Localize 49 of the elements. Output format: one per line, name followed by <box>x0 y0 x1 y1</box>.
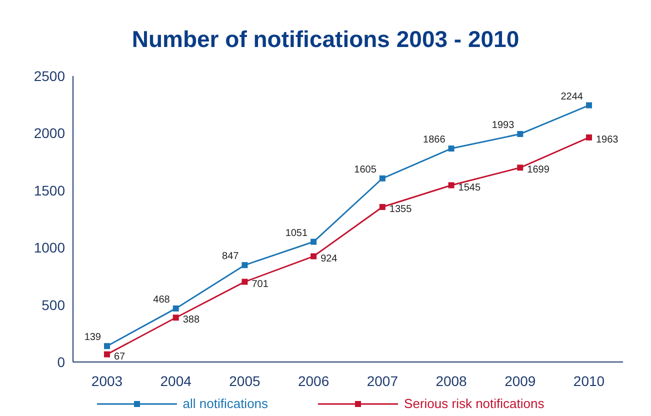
data-label: 1355 <box>389 204 412 215</box>
data-label: 468 <box>153 294 170 306</box>
point <box>310 253 317 260</box>
y-tick-label: 0 <box>57 354 66 370</box>
point <box>448 146 454 152</box>
x-tick-label: 2010 <box>573 372 605 389</box>
point <box>242 278 248 285</box>
x-tick-label: 2006 <box>298 372 330 389</box>
point <box>172 305 179 312</box>
data-label: 67 <box>114 351 126 362</box>
x-tick-label: 2009 <box>504 372 536 389</box>
y-tick-label: 1000 <box>34 240 66 256</box>
x-tick-label: 2003 <box>91 372 123 389</box>
point <box>586 134 592 140</box>
y-tick-label: 500 <box>42 296 66 313</box>
point <box>104 343 110 350</box>
data-label: 1993 <box>492 120 515 131</box>
x-tick-label: 2005 <box>229 372 260 389</box>
point <box>104 351 110 358</box>
data-label: 1051 <box>285 228 308 239</box>
data-label: 701 <box>252 278 269 290</box>
data-label: 847 <box>222 251 240 262</box>
data-label: 1605 <box>354 164 377 176</box>
point <box>517 131 524 137</box>
point <box>310 238 317 245</box>
chart-title: Number of notifications 2003 - 2010 <box>130 25 520 54</box>
data-label: 388 <box>182 314 200 326</box>
data-label: 1866 <box>423 134 446 146</box>
data-label: 139 <box>84 332 102 344</box>
x-tick-label: 2008 <box>436 372 468 389</box>
x-tick-label: 2004 <box>160 372 192 389</box>
x-tick-label: 2007 <box>366 372 398 389</box>
y-tick-label: 2000 <box>34 125 66 142</box>
point <box>517 164 524 171</box>
point <box>586 102 592 108</box>
data-label: 1699 <box>527 164 550 176</box>
text: Serious risk notifications <box>404 396 544 411</box>
point <box>379 175 386 182</box>
y-tick-label: 1500 <box>34 182 66 198</box>
data-label: 924 <box>320 253 338 264</box>
point <box>172 314 179 321</box>
point <box>448 182 454 188</box>
data-label: 2244 <box>560 91 584 102</box>
data-label: 1963 <box>596 134 619 146</box>
data-label: 1545 <box>458 182 481 194</box>
y-tick-label: 2500 <box>34 68 66 84</box>
point <box>242 262 248 268</box>
text: all notifications <box>182 396 268 411</box>
point <box>379 204 386 210</box>
